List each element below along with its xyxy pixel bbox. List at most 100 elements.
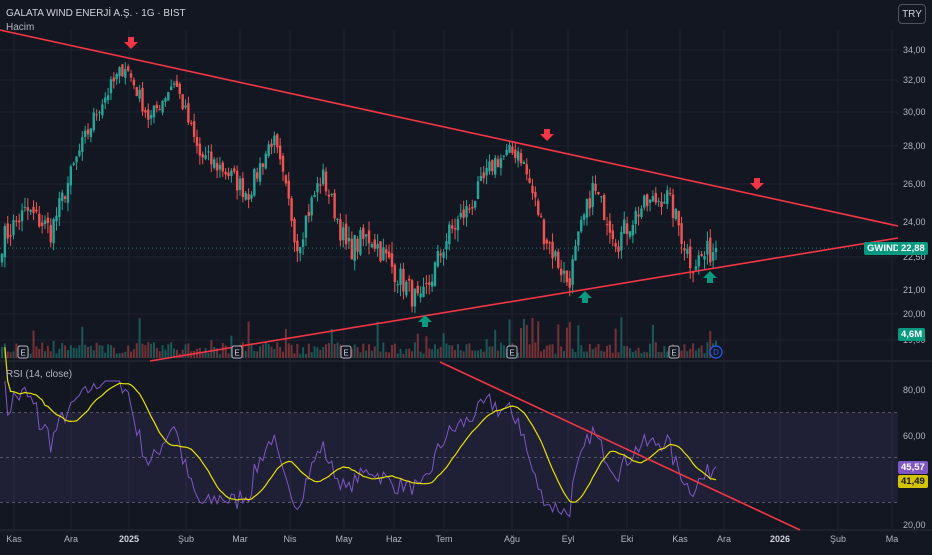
candle-body <box>124 69 127 78</box>
time-axis-label: Tem <box>435 534 452 544</box>
symbol-title[interactable]: GALATA WIND ENERJİ A.Ş. · 1G · BIST <box>6 8 186 19</box>
candle-body <box>531 185 534 194</box>
volume-bar <box>540 351 543 358</box>
volume-bar <box>107 344 110 358</box>
price-axis[interactable]: 34,00 32,00 30,00 28,00 26,00 24,00 22,50 21,00… <box>903 45 926 345</box>
candle-body <box>617 246 620 252</box>
volume-bar <box>72 347 75 358</box>
volume-bar <box>322 347 325 358</box>
volume-bar <box>362 343 365 358</box>
currency-button[interactable]: TRY <box>898 4 926 24</box>
volume-bar <box>683 344 686 358</box>
candle-body <box>557 251 560 268</box>
earnings-marker <box>17 345 29 359</box>
candle-body <box>376 243 379 249</box>
candle-body <box>195 136 199 146</box>
rsi-axis[interactable]: 80,00 60,00 20,00 <box>903 385 926 530</box>
candle-body <box>422 286 425 298</box>
earnings-marker <box>668 345 680 359</box>
volume-bar <box>276 342 279 358</box>
candle-body <box>559 268 563 276</box>
volume-bar <box>15 343 18 358</box>
candle-body <box>81 137 84 152</box>
trendlines[interactable] <box>0 29 899 531</box>
volume-bar <box>227 353 230 358</box>
volume-bar <box>104 352 107 358</box>
candle-body <box>319 184 322 186</box>
volume-bar <box>585 351 588 358</box>
time-axis-label: Eyl <box>562 534 575 544</box>
candle-body <box>115 74 118 80</box>
rsi-axis-label: 80,00 <box>903 385 926 395</box>
candle-body <box>577 231 580 246</box>
candle-body <box>473 200 477 208</box>
volume-bar <box>124 351 127 358</box>
volume-bar <box>537 321 540 358</box>
candle-body <box>528 177 531 183</box>
volume-bar <box>580 345 583 358</box>
arrow-up-icon <box>418 315 432 327</box>
candle-body <box>304 215 308 238</box>
candle-body <box>545 239 549 244</box>
rsi-ma-tag: 41,49 <box>898 475 928 488</box>
candle-body <box>350 238 354 260</box>
volume-bars <box>1 317 717 358</box>
volume-bar <box>388 352 391 358</box>
candle-body <box>694 266 698 270</box>
volume-bar <box>474 350 477 358</box>
volume-bar <box>502 345 505 358</box>
volume-bar <box>52 340 55 358</box>
candle-body <box>3 226 7 258</box>
candle-body <box>342 227 345 241</box>
candle-body <box>494 157 497 175</box>
candle-body <box>651 196 655 202</box>
candle-body <box>287 180 290 199</box>
candle-body <box>181 94 184 109</box>
volume-bar <box>614 328 617 358</box>
time-axis-label: Ağu <box>504 534 520 544</box>
volume-bar <box>574 352 577 358</box>
candle-body <box>190 122 193 124</box>
candle-body <box>568 278 571 288</box>
candle-body <box>537 200 540 215</box>
candle-body <box>83 130 87 137</box>
candle-body <box>38 213 41 227</box>
candle-body <box>72 163 75 165</box>
candle-body <box>488 161 491 172</box>
volume-bar <box>1 346 3 358</box>
candle-body <box>393 264 397 283</box>
volume-bar <box>706 342 709 358</box>
candle-body <box>634 211 637 224</box>
candle-body <box>419 293 422 298</box>
candle-body <box>614 243 617 247</box>
earnings-marker <box>506 345 518 359</box>
price-axis-label: 34,00 <box>903 45 926 55</box>
candle-body <box>26 207 30 211</box>
candle-body <box>32 206 35 214</box>
volume-legend[interactable]: Hacim <box>6 22 35 33</box>
candle-body <box>594 183 597 192</box>
volume-bar <box>408 348 411 358</box>
volume-bar <box>282 351 285 358</box>
candle-body <box>144 110 147 113</box>
time-axis-label: Kas <box>6 534 22 544</box>
volume-bar <box>147 342 150 358</box>
candle-body <box>428 282 431 285</box>
symbol-tag: GWIND <box>864 242 903 255</box>
candle-body <box>691 272 695 274</box>
candle-body <box>562 270 566 274</box>
volume-bar <box>69 345 72 358</box>
rsi-axis-label: 20,00 <box>903 520 926 530</box>
time-axis[interactable]: Kas Ara 2025 Şub Mar Nis May Haz Tem Ağu Eyl Eki Kas… <box>6 534 898 544</box>
rsi-legend[interactable]: RSI (14, close) <box>6 369 73 380</box>
candle-body <box>141 87 144 112</box>
candle-body <box>353 235 356 262</box>
volume-bar <box>247 321 250 358</box>
candle-body <box>112 77 116 82</box>
candle-body <box>602 195 606 221</box>
volume-bar <box>164 349 167 358</box>
arrows[interactable] <box>124 37 764 327</box>
